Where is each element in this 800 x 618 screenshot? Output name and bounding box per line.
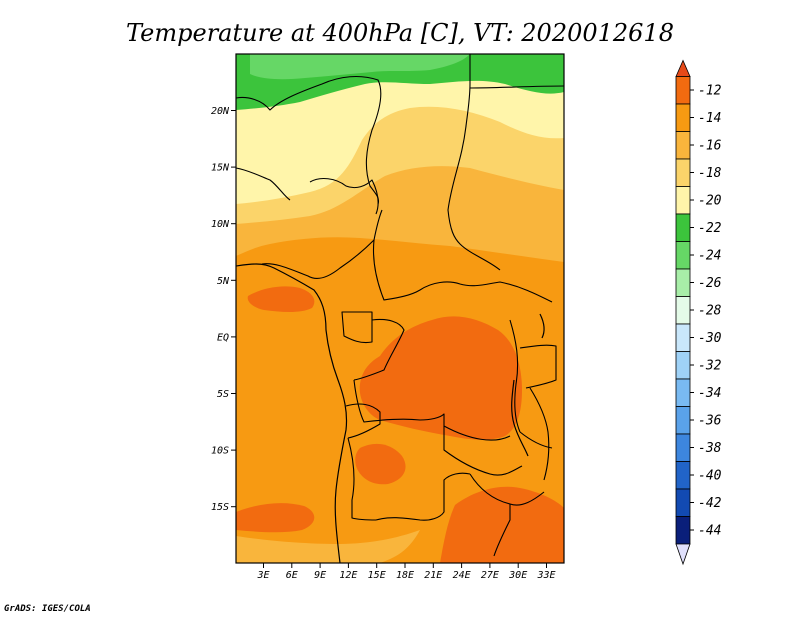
lat-label: 5S	[217, 389, 229, 400]
lon-label: 15E	[368, 570, 386, 581]
field-warm-southwest	[236, 503, 315, 533]
colorbar: -12 -14 -16 -18 -20 -22 -24 -26 -28 -30 -32 -34 -36 -…	[675, 59, 722, 566]
colorbar-segment	[675, 433, 691, 462]
colorbar-segment	[675, 378, 691, 407]
lon-label: 18E	[396, 570, 414, 581]
field-band-minus24	[250, 54, 470, 80]
colorbar-label: -24	[698, 249, 721, 264]
grads-credit: GrADS: IGES/COLA	[4, 604, 91, 614]
lon-label: 9E	[314, 570, 326, 581]
colorbar-segment	[675, 351, 691, 380]
field-warm-southeast	[440, 486, 564, 563]
colorbar-label: -26	[698, 276, 722, 291]
colorbar-segment	[675, 406, 691, 435]
latitude-axis: 20N 15N 10N 5N EQ 5S 10S 15S	[211, 106, 236, 513]
colorbar-segment	[675, 158, 691, 187]
lat-label: 5N	[217, 276, 230, 287]
lon-label: 3E	[256, 570, 269, 581]
lat-label: 15N	[211, 163, 230, 174]
lon-label: 21E	[424, 570, 442, 581]
map-frame	[235, 53, 565, 564]
lat-label: 10N	[211, 219, 230, 230]
colorbar-label: -28	[698, 304, 722, 319]
colorbar-label: -38	[698, 441, 722, 456]
colorbar-label: -12	[698, 84, 722, 99]
country-borders	[236, 54, 564, 557]
colorbar-label: -18	[698, 166, 722, 181]
field-cool-south	[236, 530, 420, 563]
colorbar-label: -40	[698, 469, 722, 484]
colorbar-segment	[675, 516, 691, 545]
colorbar-segment	[675, 131, 691, 160]
colorbar-label: -36	[698, 414, 722, 429]
lon-label: 6E	[286, 570, 298, 581]
lat-label: 15S	[211, 502, 229, 513]
lat-label: 10S	[211, 446, 229, 457]
lat-label: 20N	[211, 106, 230, 117]
colorbar-label: -16	[698, 139, 722, 154]
lon-label: 12E	[339, 570, 357, 581]
field-warm-congo	[359, 316, 522, 440]
lon-label: 33E	[536, 570, 555, 581]
colorbar-arrow-bottom	[675, 543, 691, 566]
colorbar-label: -22	[698, 221, 722, 236]
colorbar-segment	[675, 76, 691, 105]
longitude-axis: 3E 6E 9E 12E 15E 18E 21E 24E 27E 30E 33E	[256, 563, 556, 581]
colorbar-label: -32	[698, 359, 722, 374]
colorbar-label: -20	[698, 194, 722, 209]
colorbar-segment	[675, 103, 691, 132]
colorbar-label: -30	[698, 331, 722, 346]
lat-label: EQ	[217, 332, 229, 343]
field-warm-coast	[247, 286, 315, 312]
colorbar-label: -34	[698, 386, 721, 401]
field-warm-west	[355, 443, 406, 485]
temperature-field	[236, 54, 564, 563]
colorbar-label: -42	[698, 496, 722, 511]
colorbar-segment	[675, 241, 691, 270]
colorbar-label: -14	[698, 111, 721, 126]
colorbar-segment	[675, 323, 691, 352]
colorbar-segment	[675, 268, 691, 297]
lon-label: 24E	[453, 570, 471, 581]
colorbar-segment	[675, 186, 691, 215]
colorbar-label: -44	[698, 524, 721, 539]
colorbar-segment	[675, 296, 691, 325]
colorbar-segment	[675, 488, 691, 517]
lon-label: 30E	[508, 570, 527, 581]
coastline	[236, 263, 545, 563]
lon-label: 27E	[481, 570, 499, 581]
map-title: Temperature at 400hPa [C], VT: 202001261…	[126, 19, 674, 47]
colorbar-segment	[675, 213, 691, 242]
colorbar-segment	[675, 461, 691, 490]
colorbar-arrow-top	[675, 59, 691, 77]
